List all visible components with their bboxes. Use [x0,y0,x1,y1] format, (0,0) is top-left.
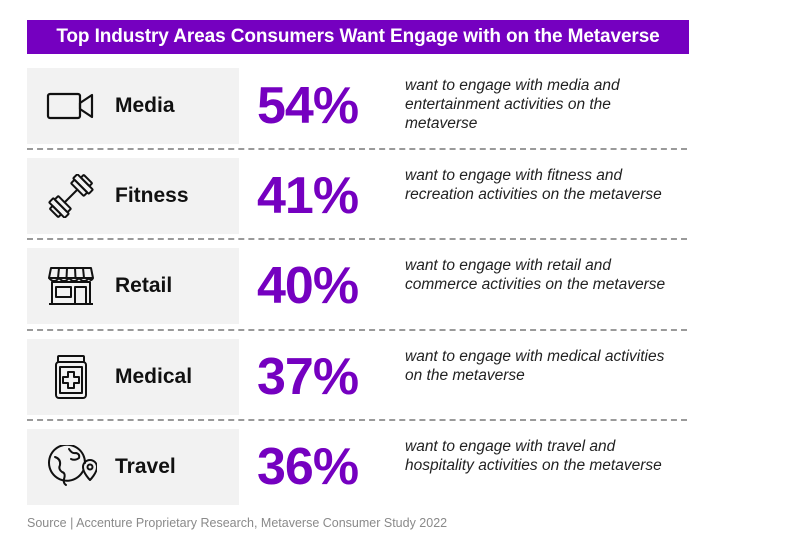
category-box: Travel [27,429,239,505]
row-travel: Travel 36% want to engage with travel an… [27,429,687,505]
globe-location-icon [45,445,97,489]
source-note: Source | Accenture Proprietary Research,… [27,516,448,530]
row-fitness: Fitness 41% want to engage with fitness … [27,158,687,234]
percent-value: 36% [257,438,359,496]
percent-value: 37% [257,348,359,406]
percent-value: 54% [257,77,359,135]
category-label: Retail [115,274,173,297]
category-box: Media [27,68,239,144]
category-label: Medical [115,365,193,388]
category-description: want to engage with media and entertainm… [405,77,620,132]
row-divider [27,148,687,150]
storefront-icon [45,264,97,308]
row-media: Media 54% want to engage with media and … [27,68,687,144]
row-divider [27,329,687,331]
category-label: Travel [115,455,176,478]
percent-value: 40% [257,257,359,315]
row-divider [27,238,687,240]
row-retail: Retail 40% want to engage with retail an… [27,248,687,324]
row-divider [27,419,687,421]
category-description: want to engage with travel and hospitali… [405,438,662,474]
video-camera-icon [45,84,97,128]
category-label: Fitness [115,184,189,207]
chart-title: Top Industry Areas Consumers Want Engage… [27,20,689,54]
dumbbell-icon [45,174,97,218]
medicine-jar-icon [45,355,97,399]
category-box: Retail [27,248,239,324]
percent-value: 41% [257,167,359,225]
category-label: Media [115,94,175,117]
category-box: Fitness [27,158,239,234]
category-description: want to engage with medical activities o… [405,348,665,384]
row-medical: Medical 37% want to engage with medical … [27,339,687,415]
category-description: want to engage with retail and commerce … [405,257,666,293]
category-box: Medical [27,339,239,415]
category-description: want to engage with fitness and recreati… [405,167,662,203]
